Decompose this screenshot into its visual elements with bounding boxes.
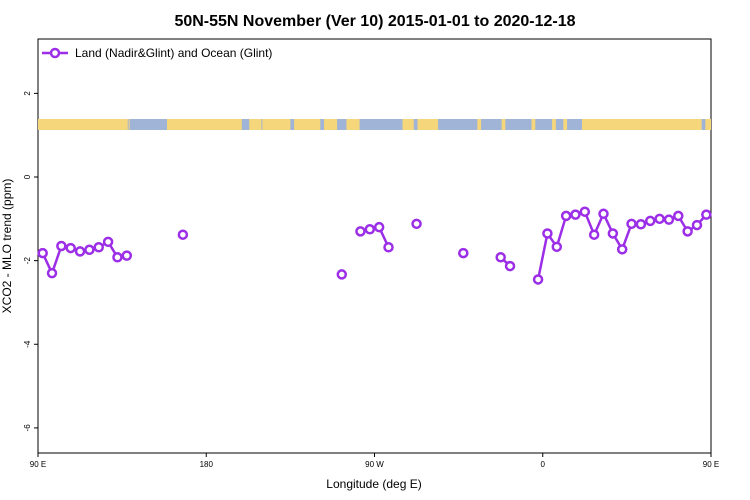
y-tick-label: -4 bbox=[23, 340, 32, 348]
data-point bbox=[551, 241, 563, 253]
data-point bbox=[598, 208, 609, 220]
data-point bbox=[560, 210, 572, 222]
land-segment bbox=[346, 119, 360, 130]
x-axis: 90 E 180 90 W 0 90 E bbox=[30, 453, 719, 469]
data-point bbox=[383, 242, 394, 253]
data-point bbox=[532, 274, 544, 285]
data-point bbox=[673, 210, 684, 222]
land-segment bbox=[501, 119, 506, 130]
y-tick-label: -6 bbox=[23, 424, 32, 432]
data-point bbox=[37, 247, 48, 259]
plot-frame bbox=[37, 38, 712, 454]
x-tick-label: 90 W bbox=[365, 460, 384, 469]
data-point bbox=[84, 244, 95, 256]
land-segment bbox=[38, 119, 128, 130]
data-point bbox=[411, 218, 422, 230]
land-segment bbox=[128, 119, 130, 130]
x-axis-label: Longitude (deg E) bbox=[326, 477, 421, 491]
data-point bbox=[691, 219, 703, 231]
x-tick-label: 90 E bbox=[703, 460, 719, 469]
data-point bbox=[112, 252, 123, 263]
data-point bbox=[663, 214, 675, 225]
data-point bbox=[74, 246, 86, 257]
x-tick-label: 180 bbox=[200, 460, 214, 469]
legend-label: Land (Nadir&Glint) and Ocean (Glint) bbox=[75, 46, 272, 60]
land-segment bbox=[531, 119, 536, 130]
data-point bbox=[177, 229, 189, 240]
data-point bbox=[46, 267, 58, 279]
data-point bbox=[355, 226, 366, 237]
legend-marker bbox=[49, 47, 61, 59]
y-tick-label: 0 bbox=[23, 174, 32, 179]
land-segment bbox=[324, 119, 338, 130]
data-point bbox=[682, 226, 693, 237]
data-point bbox=[93, 242, 105, 253]
land-segment bbox=[705, 119, 711, 130]
data-point bbox=[616, 244, 628, 255]
land-segment bbox=[249, 119, 262, 130]
coastline-strip bbox=[38, 119, 711, 130]
data-point bbox=[579, 206, 591, 217]
data-point bbox=[701, 209, 712, 220]
data-point bbox=[373, 221, 385, 233]
x-tick-label: 0 bbox=[541, 460, 546, 469]
data-point bbox=[635, 219, 647, 230]
series-layer bbox=[37, 206, 712, 285]
y-tick-label: -2 bbox=[23, 257, 32, 265]
land-segment bbox=[582, 119, 702, 130]
data-point bbox=[607, 228, 619, 239]
land-segment bbox=[262, 119, 291, 130]
data-point bbox=[336, 269, 348, 280]
land-segment bbox=[552, 119, 556, 130]
y-tick-label: 2 bbox=[23, 91, 32, 96]
data-point bbox=[626, 218, 637, 230]
land-segment bbox=[477, 119, 482, 130]
land-segment bbox=[166, 119, 242, 130]
land-segment bbox=[563, 119, 568, 130]
data-point bbox=[654, 213, 665, 225]
data-point bbox=[504, 260, 516, 272]
land-segment bbox=[417, 119, 439, 130]
data-point bbox=[570, 209, 581, 220]
data-point bbox=[102, 236, 114, 248]
chart-title: 50N-55N November (Ver 10) 2015-01-01 to … bbox=[174, 13, 575, 30]
y-axis-label: XCO2 - MLO trend (ppm) bbox=[0, 179, 14, 314]
data-point bbox=[121, 250, 133, 261]
y-axis: 2 0 -2 -4 -6 bbox=[23, 91, 38, 432]
data-point bbox=[495, 252, 506, 263]
land-segment bbox=[294, 119, 321, 130]
land-segment bbox=[402, 119, 414, 130]
data-point bbox=[458, 247, 469, 259]
data-point bbox=[542, 228, 553, 239]
legend: Land (Nadir&Glint) and Ocean (Glint) bbox=[42, 46, 272, 60]
data-point bbox=[588, 229, 600, 240]
data-point bbox=[364, 224, 376, 235]
data-point bbox=[644, 215, 656, 227]
data-point bbox=[56, 240, 67, 252]
x-tick-label: 90 E bbox=[30, 460, 46, 469]
ocean-band bbox=[38, 119, 711, 130]
data-point bbox=[65, 242, 76, 254]
